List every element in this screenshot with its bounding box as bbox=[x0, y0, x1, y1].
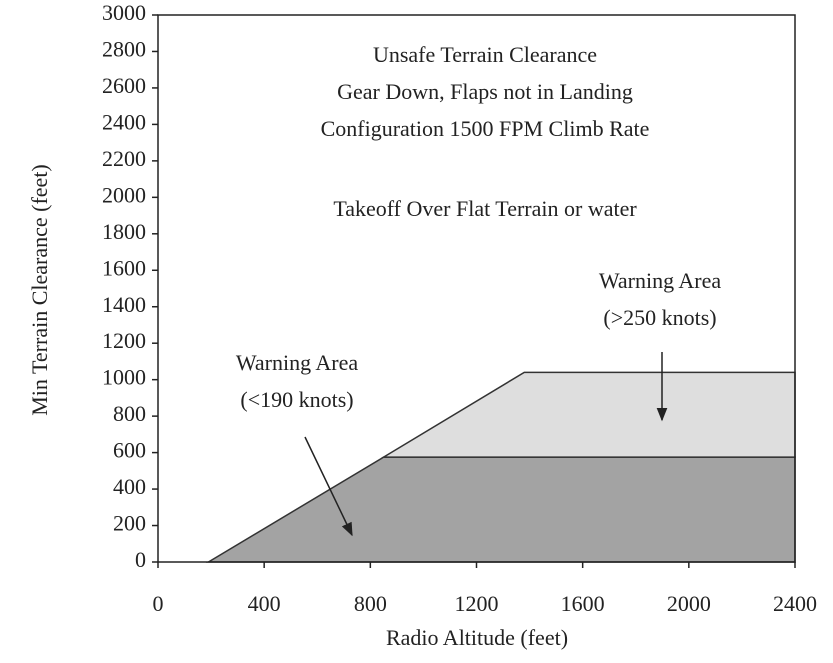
x-tick-label: 1200 bbox=[455, 591, 499, 616]
y-tick-label: 200 bbox=[113, 511, 146, 536]
y-tick-label: 1400 bbox=[102, 292, 146, 317]
y-tick-label: 0 bbox=[135, 547, 146, 572]
x-tick-label: 400 bbox=[248, 591, 281, 616]
area bbox=[205, 456, 796, 563]
y-tick-label: 2800 bbox=[102, 37, 146, 62]
y-tick-label: 400 bbox=[113, 474, 146, 499]
y-tick-label: 1200 bbox=[102, 328, 146, 353]
y-tick-label: 2200 bbox=[102, 146, 146, 171]
arrow bbox=[304, 436, 353, 537]
y-tick-label: 3000 bbox=[102, 0, 146, 25]
y-tick-label: 2000 bbox=[102, 182, 146, 207]
annotation: Warning Area bbox=[236, 350, 358, 375]
y-tick-label: 800 bbox=[113, 401, 146, 426]
y-tick-label: 1000 bbox=[102, 365, 146, 390]
x-tick-label: 2400 bbox=[773, 591, 817, 616]
x-tick-label: 2000 bbox=[667, 591, 711, 616]
x-tick-label: 1600 bbox=[561, 591, 605, 616]
areas bbox=[205, 371, 796, 563]
y-tick-label: 2600 bbox=[102, 73, 146, 98]
y-axis-label: Min Terrain Clearance (feet) bbox=[27, 164, 52, 416]
x-tick-label: 800 bbox=[354, 591, 387, 616]
y-tick-label: 600 bbox=[113, 438, 146, 463]
annotation: Takeoff Over Flat Terrain or water bbox=[333, 196, 637, 221]
annotation: Warning Area bbox=[599, 268, 721, 293]
y-tick-label: 1800 bbox=[102, 219, 146, 244]
y-tick-label: 1600 bbox=[102, 255, 146, 280]
annotation: Unsafe Terrain Clearance bbox=[373, 42, 597, 67]
area bbox=[380, 371, 796, 458]
x-axis-label: Radio Altitude (feet) bbox=[386, 625, 568, 650]
annotation: (<190 knots) bbox=[240, 387, 353, 412]
annotation: Configuration 1500 FPM Climb Rate bbox=[321, 116, 650, 141]
annotation: Gear Down, Flaps not in Landing bbox=[337, 79, 633, 104]
y-tick-label: 2400 bbox=[102, 109, 146, 134]
annotation: (>250 knots) bbox=[603, 305, 716, 330]
x-tick-label: 0 bbox=[153, 591, 164, 616]
